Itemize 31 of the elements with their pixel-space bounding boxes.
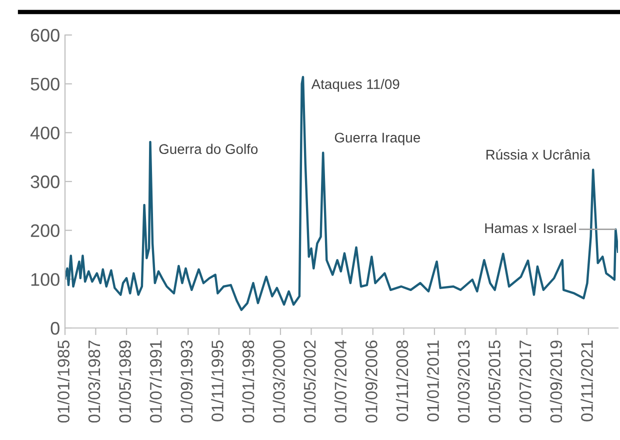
x-tick-label: 01/05/2015 — [488, 340, 500, 423]
x-tick-label: 01/07/2004 — [334, 340, 347, 423]
x-tick-label: 01/03/2013 — [457, 340, 470, 423]
line-series — [65, 76, 618, 312]
x-tick-label: 01/11/2021 — [580, 340, 593, 422]
x-tick-label: 01/05/1989 — [118, 340, 131, 423]
x-tick-label: 01/03/2000 — [272, 340, 285, 423]
x-tick-label: 01/07/2017 — [519, 340, 532, 423]
y-tick-label: 100 — [31, 273, 60, 286]
annotation: Hamas x Israel — [485, 222, 576, 234]
y-tick-label: 600 — [30, 28, 60, 42]
x-tick-label: 01/09/2006 — [365, 340, 378, 423]
y-tick-label: 500 — [30, 78, 60, 91]
y-tick-label: 0 — [50, 322, 60, 335]
y-tick-label: 300 — [30, 175, 60, 188]
y-tick-label: 200 — [30, 224, 60, 238]
x-tick-label: 01/11/2008 — [396, 340, 408, 422]
x-tick-label: 01/01/2011 — [426, 340, 439, 422]
annotation: Ataques 11/09 — [311, 78, 400, 92]
x-tick-label: 01/11/1995 — [211, 340, 224, 422]
x-tick-label: 01/03/1987 — [88, 340, 100, 423]
x-tick-label: 01/09/2019 — [550, 340, 562, 423]
y-tick-label: 400 — [30, 126, 60, 140]
annotation: Guerra Iraque — [334, 132, 420, 146]
annotation: Rússia x Ucrânia — [486, 149, 590, 160]
x-tick-label: 01/01/1998 — [242, 340, 254, 423]
x-tick-label: 01/05/2002 — [303, 340, 316, 423]
x-tick-label: 01/01/1985 — [57, 340, 70, 423]
x-tick-label: 01/09/1993 — [180, 340, 193, 423]
x-tick-label: 01/07/1991 — [150, 340, 162, 423]
annotation: Guerra do Golfo — [159, 144, 258, 154]
